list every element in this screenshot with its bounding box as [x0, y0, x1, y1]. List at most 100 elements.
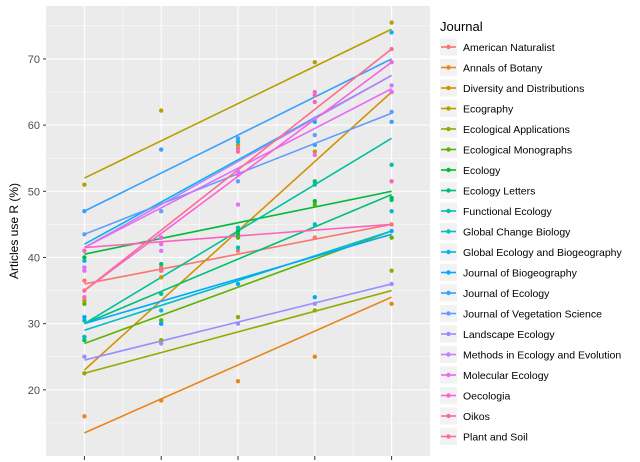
fit-line — [84, 28, 392, 179]
fit-line — [84, 58, 392, 212]
data-point — [159, 318, 164, 323]
legend-label: Journal of Ecology — [463, 288, 550, 300]
data-point — [312, 119, 317, 125]
data-point — [82, 298, 87, 303]
legend-label: Landscape Ecology — [463, 329, 555, 341]
data-point — [159, 242, 164, 247]
data-point — [82, 258, 87, 263]
y-tick-label: 50 — [28, 186, 40, 198]
legend: Journal American Naturalist Annals of Bot… — [440, 19, 623, 445]
data-point — [235, 169, 241, 174]
legend-key-point — [446, 229, 451, 234]
data-point — [389, 301, 394, 306]
legend-item: Ecology — [440, 161, 501, 179]
data-point — [159, 248, 164, 254]
data-point — [312, 93, 317, 98]
data-point — [235, 248, 241, 254]
legend-key-point — [446, 434, 451, 439]
data-point — [312, 294, 317, 300]
data-point — [159, 235, 164, 240]
data-point — [235, 281, 241, 287]
fit-line — [84, 74, 392, 249]
data-point — [159, 208, 164, 214]
data-point — [159, 261, 164, 267]
y-axis: 20 30 40 50 60 70 — [28, 54, 46, 397]
data-point — [312, 89, 317, 95]
data-point — [159, 341, 164, 346]
data-point — [82, 371, 87, 376]
legend-label: Journal of Biogeography — [463, 267, 578, 279]
data-point — [159, 337, 164, 343]
data-point — [312, 132, 317, 138]
data-point — [82, 268, 87, 273]
x-axis — [83, 456, 393, 460]
data-point — [312, 308, 317, 313]
data-point — [389, 89, 394, 95]
legend-item: Journal of Biogeography — [440, 264, 578, 281]
legend-label: Global Change Biology — [463, 226, 571, 238]
legend-label: Diversity and Distributions — [463, 83, 584, 95]
legend-key-point — [446, 249, 451, 255]
y-tick-label: 20 — [28, 385, 40, 397]
legend-key-point — [446, 270, 451, 275]
data-point — [235, 225, 241, 230]
legend-key-point — [446, 372, 451, 378]
fit-line — [84, 233, 392, 325]
legend-key-point — [446, 126, 451, 132]
data-point — [389, 179, 394, 184]
legend-item: Plant and Soil — [440, 428, 528, 445]
data-point — [312, 179, 317, 184]
legend-item: Methods in Ecology and Evolution — [440, 346, 621, 363]
data-point — [312, 152, 317, 158]
legend-item: Ecological Monographs — [440, 141, 572, 158]
data-point — [235, 245, 241, 250]
legend-label: Ecology Letters — [463, 185, 535, 197]
legend-key-point — [446, 413, 451, 419]
y-axis-title: Articles use R (%) — [7, 183, 21, 279]
legend-item: Functional Ecology — [440, 202, 552, 220]
data-point — [82, 337, 87, 343]
data-point — [159, 291, 164, 297]
data-point — [82, 314, 87, 320]
legend-label: Molecular Ecology — [463, 370, 550, 382]
data-point — [389, 268, 394, 273]
y-tick-label: 30 — [28, 319, 40, 331]
data-points — [82, 20, 394, 419]
data-point — [235, 314, 241, 320]
data-point — [389, 208, 394, 214]
data-point — [389, 228, 394, 234]
data-point — [82, 414, 87, 419]
legend-label: Functional Ecology — [463, 206, 552, 218]
data-point — [235, 172, 241, 177]
data-point — [312, 116, 317, 121]
data-point — [82, 255, 87, 260]
legend-item: Global Ecology and Biogeography — [440, 243, 623, 261]
data-point — [389, 109, 394, 115]
data-point — [312, 199, 317, 204]
data-point — [159, 108, 164, 113]
data-point — [389, 222, 394, 227]
data-point — [235, 139, 241, 144]
data-point — [235, 179, 241, 184]
data-point — [235, 149, 241, 154]
legend-key-point — [446, 85, 451, 91]
y-tick-label: 70 — [28, 54, 40, 66]
legend-label: Ecological Applications — [463, 124, 570, 136]
legend-label: Journal of Vegetation Science — [463, 308, 602, 320]
data-point — [389, 162, 394, 168]
data-point — [82, 248, 87, 254]
data-point — [82, 208, 87, 214]
fit-line — [84, 230, 392, 332]
data-point — [312, 99, 317, 105]
data-point — [312, 235, 317, 240]
data-point — [312, 149, 317, 154]
legend-key-point — [446, 147, 451, 152]
data-point — [159, 147, 164, 152]
legend-item: Global Change Biology — [440, 223, 571, 240]
data-point — [82, 182, 87, 187]
legend-item: Ecology Letters — [440, 182, 535, 199]
legend-item: Landscape Ecology — [440, 325, 555, 343]
legend-title: Journal — [440, 19, 483, 34]
data-point — [235, 228, 241, 234]
legend-key-point — [446, 188, 451, 193]
